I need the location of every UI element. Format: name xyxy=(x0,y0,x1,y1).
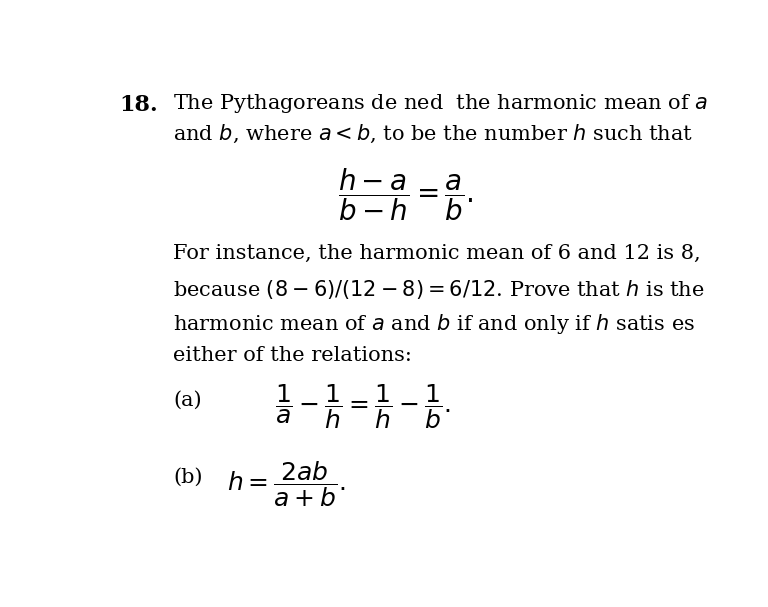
Text: $\dfrac{h - a}{b - h} = \dfrac{a}{b}.$: $\dfrac{h - a}{b - h} = \dfrac{a}{b}.$ xyxy=(338,166,473,223)
Text: and $b$, where $a < b$, to be the number $h$ such that: and $b$, where $a < b$, to be the number… xyxy=(174,123,694,145)
Text: For instance, the harmonic mean of 6 and 12 is 8,: For instance, the harmonic mean of 6 and… xyxy=(174,243,701,262)
Text: The Pythagoreans de ned  the harmonic mean of $a$: The Pythagoreans de ned the harmonic mea… xyxy=(174,92,709,115)
Text: because $(8 - 6)/(12 - 8) = 6/12$. Prove that $h$ is the: because $(8 - 6)/(12 - 8) = 6/12$. Prove… xyxy=(174,277,705,300)
Text: $\dfrac{1}{a} - \dfrac{1}{h} = \dfrac{1}{h} - \dfrac{1}{b}.$: $\dfrac{1}{a} - \dfrac{1}{h} = \dfrac{1}… xyxy=(275,382,450,431)
Text: (a): (a) xyxy=(174,391,202,410)
Text: 18.: 18. xyxy=(120,94,158,116)
Text: harmonic mean of $a$ and $b$ if and only if $h$ satis es: harmonic mean of $a$ and $b$ if and only… xyxy=(174,311,695,336)
Text: $h = \dfrac{2ab}{a + b}.$: $h = \dfrac{2ab}{a + b}.$ xyxy=(227,459,346,509)
Text: either of the relations:: either of the relations: xyxy=(174,346,412,365)
Text: (b): (b) xyxy=(174,468,203,487)
